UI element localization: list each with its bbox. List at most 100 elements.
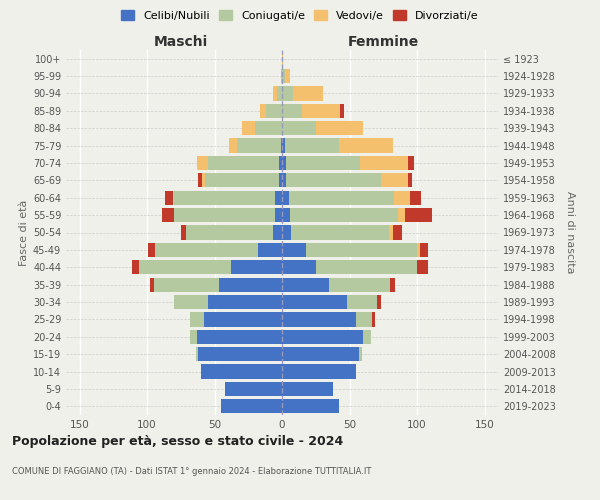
Bar [260, 104, 266, 118]
Bar [282, 69, 285, 83]
Bar [420, 243, 428, 257]
Bar [277, 86, 282, 101]
Bar [282, 52, 283, 66]
Bar [282, 295, 347, 309]
Bar [417, 243, 420, 257]
Bar [282, 382, 334, 396]
Y-axis label: Fasce di età: Fasce di età [19, 200, 29, 266]
Bar [198, 173, 202, 188]
Bar [282, 86, 293, 101]
Bar [302, 104, 340, 118]
Bar [359, 347, 362, 362]
Bar [286, 156, 360, 170]
Bar [230, 260, 282, 274]
Bar [407, 156, 415, 170]
Bar [282, 121, 316, 136]
Bar [282, 243, 307, 257]
Bar [190, 330, 197, 344]
Bar [218, 278, 282, 292]
Bar [280, 173, 282, 188]
Bar [290, 208, 398, 222]
Bar [148, 243, 155, 257]
Bar [282, 278, 329, 292]
Bar [285, 138, 338, 152]
Legend: Celibi/Nubili, Coniugati/e, Vedovi/e, Divorziati/e: Celibi/Nubili, Coniugati/e, Vedovi/e, Di… [117, 6, 483, 25]
Bar [132, 260, 139, 274]
Bar [398, 208, 405, 222]
Bar [390, 278, 395, 292]
Bar [173, 190, 174, 205]
Bar [174, 190, 275, 205]
Bar [340, 104, 344, 118]
Bar [282, 173, 286, 188]
Bar [164, 190, 173, 205]
Bar [282, 104, 302, 118]
Bar [241, 121, 255, 136]
Bar [373, 312, 375, 326]
Bar [316, 260, 417, 274]
Y-axis label: Anni di nascita: Anni di nascita [565, 191, 575, 274]
Bar [377, 295, 380, 309]
Bar [275, 190, 282, 205]
Bar [393, 226, 402, 239]
Bar [394, 190, 410, 205]
Bar [221, 399, 282, 413]
Bar [282, 347, 359, 362]
Bar [282, 399, 338, 413]
Bar [329, 278, 390, 292]
Bar [363, 330, 371, 344]
Bar [208, 156, 280, 170]
Text: Popolazione per età, sesso e stato civile - 2024: Popolazione per età, sesso e stato civil… [12, 435, 343, 448]
Text: Femmine: Femmine [348, 35, 419, 49]
Bar [229, 138, 238, 152]
Bar [208, 295, 282, 309]
Bar [202, 173, 205, 188]
Bar [281, 69, 282, 83]
Bar [282, 364, 356, 378]
Bar [289, 190, 394, 205]
Bar [282, 208, 290, 222]
Bar [282, 138, 285, 152]
Bar [356, 312, 373, 326]
Bar [281, 138, 282, 152]
Bar [205, 173, 280, 188]
Bar [282, 190, 289, 205]
Bar [380, 173, 407, 188]
Bar [280, 156, 282, 170]
Bar [285, 69, 290, 83]
Bar [201, 364, 282, 378]
Bar [238, 138, 281, 152]
Bar [282, 156, 286, 170]
Bar [197, 330, 282, 344]
Bar [389, 226, 393, 239]
Bar [174, 295, 208, 309]
Text: Maschi: Maschi [154, 35, 208, 49]
Bar [154, 278, 218, 292]
Bar [204, 312, 282, 326]
Bar [162, 208, 174, 222]
Bar [149, 278, 154, 292]
Bar [181, 226, 186, 239]
Bar [275, 208, 282, 222]
Bar [198, 347, 282, 362]
Bar [226, 382, 282, 396]
Bar [255, 121, 282, 136]
Bar [282, 330, 363, 344]
Bar [272, 226, 282, 239]
Bar [293, 86, 323, 101]
Bar [347, 295, 377, 309]
Bar [282, 226, 292, 239]
Bar [272, 86, 277, 101]
Bar [197, 156, 208, 170]
Bar [196, 347, 198, 362]
Bar [190, 312, 204, 326]
Bar [155, 243, 258, 257]
Bar [266, 104, 282, 118]
Bar [292, 226, 389, 239]
Text: COMUNE DI FAGGIANO (TA) - Dati ISTAT 1° gennaio 2024 - Elaborazione TUTTITALIA.I: COMUNE DI FAGGIANO (TA) - Dati ISTAT 1° … [12, 468, 371, 476]
Bar [139, 260, 230, 274]
Bar [407, 173, 412, 188]
Bar [286, 173, 380, 188]
Bar [417, 260, 428, 274]
Bar [307, 243, 417, 257]
